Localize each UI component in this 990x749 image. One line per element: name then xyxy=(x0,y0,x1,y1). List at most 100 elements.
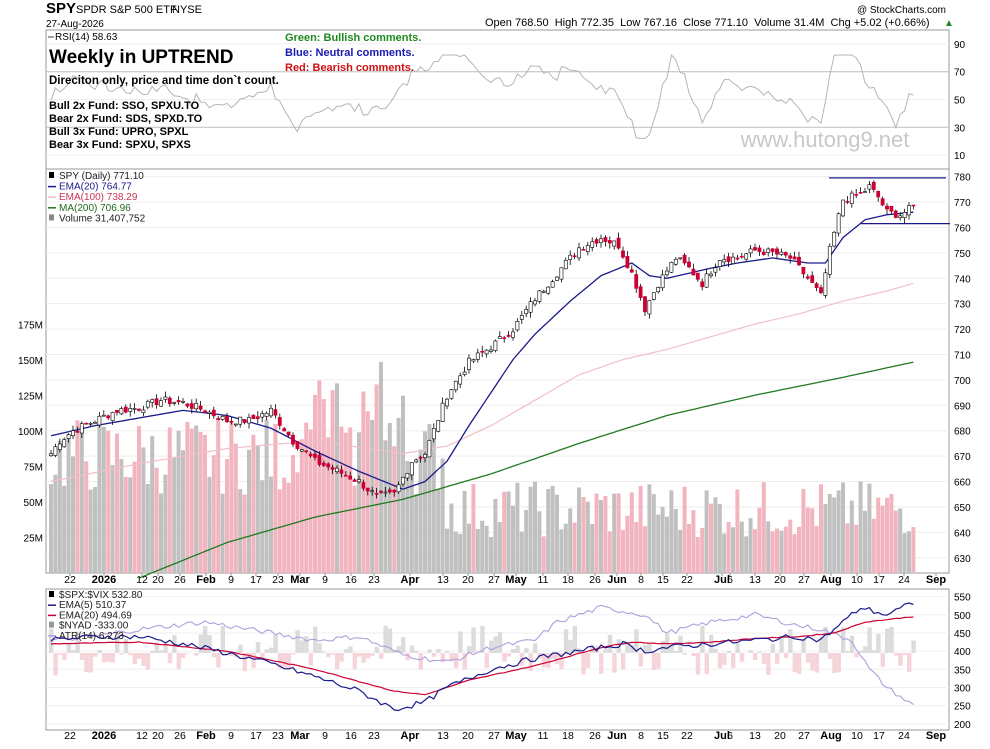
nyad-bar xyxy=(150,651,154,653)
volume-bar xyxy=(713,497,717,573)
volume-bar xyxy=(291,455,295,573)
nyad-bar xyxy=(432,653,436,657)
nyad-bar xyxy=(84,653,88,672)
candle-body xyxy=(80,424,83,433)
candle-body xyxy=(775,249,778,254)
nyad-bar xyxy=(291,653,295,654)
x-tick-label-lower: 27 xyxy=(488,730,500,742)
x-tick-label-lower: 20 xyxy=(152,730,164,742)
nyad-bar xyxy=(265,649,269,653)
candle-body xyxy=(551,282,554,288)
volume-bar xyxy=(49,484,53,573)
candle-body xyxy=(643,297,646,312)
nyad-bar xyxy=(608,635,612,653)
volume-bar xyxy=(625,516,629,573)
x-tick-label-lower: 2026 xyxy=(92,730,116,742)
nyad-bar xyxy=(498,632,502,653)
candle-body xyxy=(591,242,594,248)
nyad-bar xyxy=(419,653,423,670)
volume-bar xyxy=(194,425,198,573)
volume-bar xyxy=(656,515,660,573)
candle-body xyxy=(225,416,228,422)
nyad-bar xyxy=(797,653,801,674)
candle-body xyxy=(428,440,431,457)
volume-bar xyxy=(344,433,348,573)
volume-bar xyxy=(872,519,876,573)
fund-line-4: Bear 3x Fund: SPXU, SPXS xyxy=(49,139,191,151)
volume-bar xyxy=(507,492,511,573)
nyad-bar xyxy=(80,653,84,660)
candle-body xyxy=(564,260,567,269)
candle-body xyxy=(111,412,114,420)
volume-bar xyxy=(265,420,269,573)
volume-bar xyxy=(749,518,753,573)
candle-body xyxy=(767,249,770,253)
volume-bar xyxy=(467,524,471,573)
candle-body xyxy=(604,237,607,241)
nyad-bar xyxy=(832,653,836,673)
volume-bar xyxy=(581,497,585,573)
nyad-bar xyxy=(511,649,515,653)
candle-body xyxy=(190,403,193,408)
nyad-bar xyxy=(146,653,150,670)
nyad-bar xyxy=(102,653,106,662)
x-tick-label-lower: 22 xyxy=(64,730,76,742)
candle-body xyxy=(63,440,66,447)
volume-bar xyxy=(520,532,524,573)
nyad-bar xyxy=(282,653,286,667)
volume-bar xyxy=(260,480,264,573)
volume-bar xyxy=(881,506,885,573)
volume-bar xyxy=(586,502,590,573)
volume-bar xyxy=(894,511,898,573)
volume-bar xyxy=(744,536,748,573)
candle-body xyxy=(371,491,374,492)
volume-bar xyxy=(801,489,805,573)
candle-body xyxy=(274,410,277,416)
candle-body xyxy=(305,451,308,452)
candle-body xyxy=(894,211,897,218)
candle-body xyxy=(208,412,211,413)
volume-bar xyxy=(775,529,779,573)
candle-body xyxy=(696,273,699,279)
nyad-bar xyxy=(106,653,110,662)
candle-body xyxy=(186,404,189,406)
legend-blue-comments: Blue: Neutral comments. xyxy=(285,47,415,59)
candle-body xyxy=(107,416,110,418)
volume-bar xyxy=(515,483,519,573)
nyad-bar xyxy=(243,653,247,671)
nyad-bar xyxy=(568,640,572,653)
nyad-bar xyxy=(317,643,321,653)
volume-bar xyxy=(502,492,506,573)
candle-body xyxy=(687,262,690,267)
nyad-bar xyxy=(335,653,339,669)
volume-bar xyxy=(128,477,132,573)
candle-body xyxy=(173,402,176,403)
volume-bar xyxy=(889,494,893,573)
volume-bar xyxy=(854,525,858,573)
ohlc-arrow: ▲ xyxy=(944,18,954,29)
volume-bar xyxy=(546,489,550,573)
volume-bar xyxy=(84,461,88,573)
volume-bar xyxy=(669,490,673,573)
candle-body xyxy=(890,206,893,211)
nyad-bar xyxy=(586,653,590,668)
volume-bar xyxy=(313,395,317,573)
volume-bar xyxy=(727,522,731,573)
nyad-bar xyxy=(383,626,387,653)
nyad-bar xyxy=(445,651,449,653)
volume-tick-label: 100M xyxy=(18,427,43,438)
candle-body xyxy=(833,232,836,246)
nyad-bar xyxy=(625,644,629,653)
nyad-bar xyxy=(181,653,185,658)
volume-bar xyxy=(379,362,383,573)
nyad-bar xyxy=(661,641,665,653)
candle-body xyxy=(494,341,497,351)
nyad-bar xyxy=(709,635,713,653)
candle-body xyxy=(569,255,572,260)
volume-bar xyxy=(665,517,669,573)
candle-body xyxy=(503,338,506,339)
candle-body xyxy=(692,269,695,275)
nyad-bar xyxy=(867,627,871,652)
symbol: SPY xyxy=(46,0,76,17)
watermark: www.hutong9.net xyxy=(740,127,910,152)
